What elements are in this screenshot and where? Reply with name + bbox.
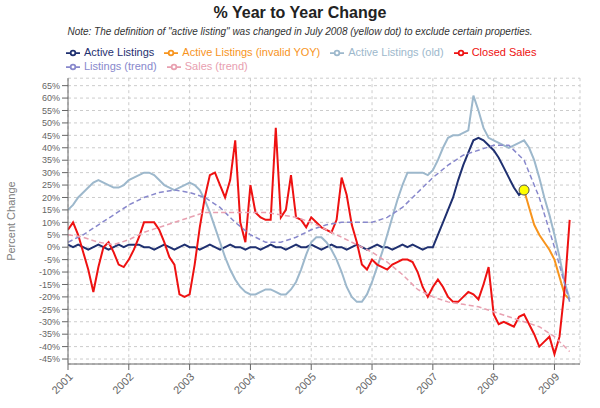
svg-text:30%: 30% [42, 168, 60, 178]
svg-text:15%: 15% [42, 205, 60, 215]
html-text:Sales (trend): Sales (trend) [184, 60, 248, 73]
svg-text:-40%: -40% [39, 342, 60, 352]
svg-text:2002: 2002 [110, 370, 136, 396]
svg-text:-20%: -20% [39, 292, 60, 302]
svg-text:2004: 2004 [232, 370, 258, 396]
svg-text:45%: 45% [42, 131, 60, 141]
html-text:Active Listings (invalid YOY): Active Listings (invalid YOY) [182, 46, 321, 58]
svg-text:2007: 2007 [414, 370, 440, 396]
svg-text:-25%: -25% [39, 305, 60, 315]
svg-text:2008: 2008 [475, 370, 501, 396]
html-text:Active Listings: Active Listings [84, 46, 155, 58]
svg-text:2001: 2001 [49, 370, 75, 396]
html-text:Note: The definition of "activ: Note: The definition of "active listing"… [67, 26, 533, 37]
svg-text:65%: 65% [42, 81, 60, 91]
svg-text:55%: 55% [42, 106, 60, 116]
html-text:% Year to Year Change: % Year to Year Change [213, 4, 387, 21]
svg-text:-30%: -30% [39, 317, 60, 327]
svg-text:2003: 2003 [171, 370, 197, 396]
svg-text:40%: 40% [42, 143, 60, 153]
svg-text:2005: 2005 [292, 370, 318, 396]
svg-text:2009: 2009 [536, 370, 562, 396]
svg-text:35%: 35% [42, 155, 60, 165]
html-text:Listings (trend): Listings (trend) [84, 60, 157, 73]
svg-text:-45%: -45% [39, 354, 60, 364]
svg-text:-15%: -15% [39, 280, 60, 290]
svg-text:25%: 25% [42, 180, 60, 190]
svg-text:50%: 50% [42, 118, 60, 128]
html-text:Closed Sales: Closed Sales [471, 46, 537, 58]
svg-text:20%: 20% [42, 193, 60, 203]
html-text:Active Listings (old): Active Listings (old) [348, 46, 444, 58]
svg-text:2006: 2006 [353, 370, 379, 396]
svg-text:0%: 0% [47, 242, 60, 252]
svg-text:60%: 60% [42, 93, 60, 103]
svg-text:Percent Change: Percent Change [8, 181, 17, 261]
svg-text:-35%: -35% [39, 329, 60, 339]
svg-text:5%: 5% [47, 230, 60, 240]
svg-text:-10%: -10% [39, 267, 60, 277]
svg-text:-5%: -5% [44, 255, 60, 265]
svg-text:10%: 10% [42, 218, 60, 228]
